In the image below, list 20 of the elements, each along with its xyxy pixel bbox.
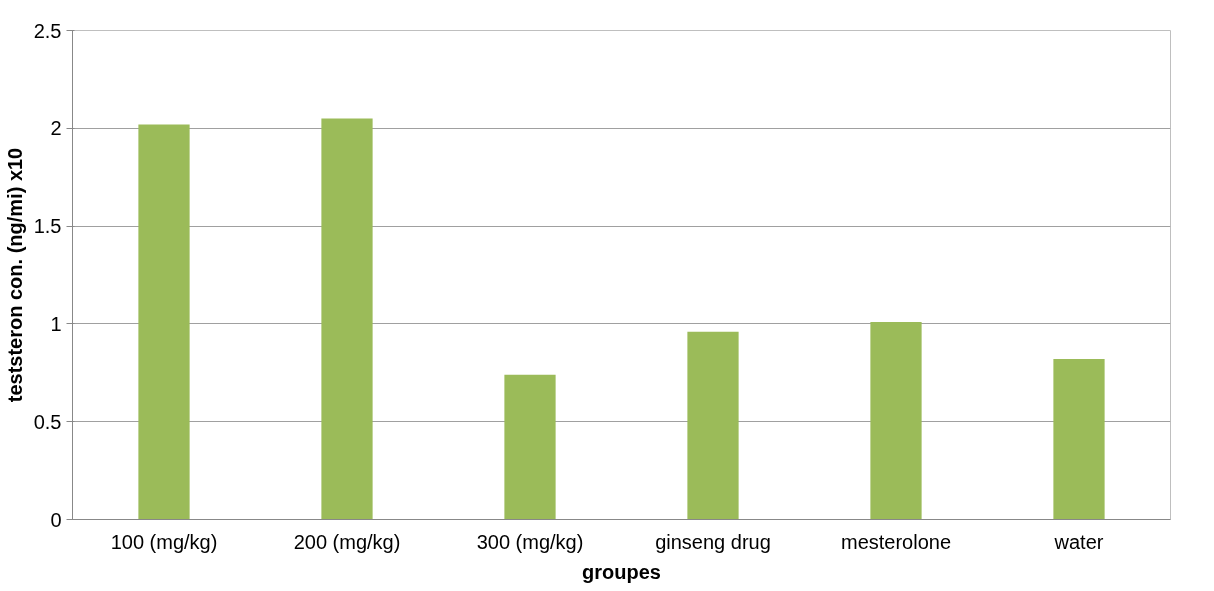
y-tick-label: 0.5 (33, 410, 62, 433)
y-tick-label: 2 (50, 117, 62, 140)
y-tick-label: 1.5 (33, 215, 62, 238)
bar (321, 118, 373, 520)
x-tick-label: mesterolone (840, 530, 952, 553)
y-tick-label: 0 (50, 508, 62, 531)
bar (1053, 359, 1105, 520)
x-axis-title: groupes (582, 560, 661, 583)
bar (138, 124, 190, 520)
bar (687, 331, 739, 520)
x-tick-label: 300 (mg/kg) (476, 530, 584, 553)
bar (504, 374, 556, 520)
x-tick-label: 200 (mg/kg) (293, 530, 401, 553)
x-tick-label: ginseng drug (655, 530, 771, 553)
bar (870, 321, 922, 520)
x-tick-label: water (1053, 530, 1104, 553)
x-tick-label: 100 (mg/kg) (110, 530, 218, 553)
y-axis-title: teststeron con. (ng/mi) x10 (3, 147, 26, 403)
y-tick-label: 1 (50, 312, 62, 335)
y-tick-label: 2.5 (33, 19, 62, 42)
